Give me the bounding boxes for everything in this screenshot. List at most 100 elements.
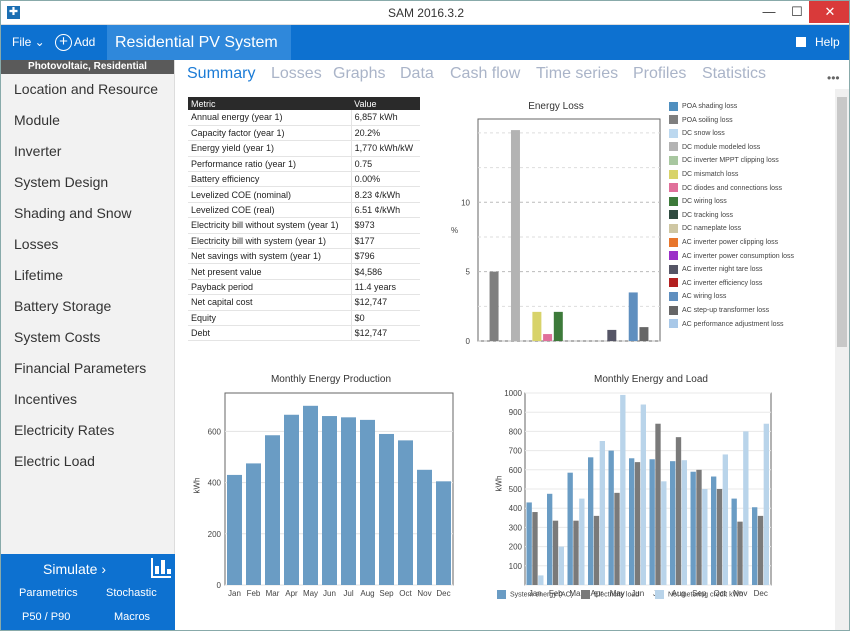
tab-time-series[interactable]: Time series bbox=[536, 65, 619, 82]
close-icon[interactable]: ✕ bbox=[809, 1, 849, 23]
energy-load-title: Monthly Energy and Load bbox=[594, 374, 708, 385]
x-tick-label: Aug bbox=[672, 589, 686, 598]
x-tick-label: Jul bbox=[343, 589, 353, 598]
x-tick-label: Jun bbox=[323, 589, 336, 598]
macros-button[interactable]: Macros bbox=[114, 611, 151, 623]
sidebar-item-system-costs[interactable]: System Costs bbox=[14, 329, 101, 345]
energy-loss-legend: POA shading loss POA soiling loss DC snow … bbox=[669, 101, 819, 341]
metric-value: 0.75 bbox=[351, 156, 420, 173]
legend-entry: AC step-up transformer loss bbox=[669, 305, 769, 317]
metric-value: $796 bbox=[351, 248, 420, 265]
x-tick-label: Jun bbox=[631, 589, 644, 598]
stochastic-button[interactable]: Stochastic bbox=[106, 587, 157, 599]
loss-bar bbox=[553, 311, 563, 341]
series-bar bbox=[588, 457, 594, 585]
table-row: Battery efficiency 0.00% bbox=[188, 171, 420, 188]
sidebar-item-electricity-rates[interactable]: Electricity Rates bbox=[14, 422, 115, 438]
y-tick-label: 5 bbox=[466, 268, 471, 277]
metric-name: Net savings with system (year 1) bbox=[188, 248, 352, 265]
scrollbar-thumb[interactable] bbox=[837, 97, 847, 347]
more-options-icon[interactable]: ••• bbox=[827, 71, 840, 85]
tab-cash-flow[interactable]: Cash flow bbox=[450, 65, 521, 82]
series-bar bbox=[702, 489, 708, 585]
sidebar-item-lifetime[interactable]: Lifetime bbox=[14, 267, 64, 283]
help-checkbox[interactable] bbox=[796, 37, 806, 47]
sidebar-item-battery-storage[interactable]: Battery Storage bbox=[14, 298, 112, 314]
metric-value: 6,857 kWh bbox=[351, 110, 420, 126]
legend-label: DC inverter MPPT clipping loss bbox=[682, 157, 779, 165]
p50-p90-button[interactable]: P50 / P90 bbox=[22, 611, 71, 623]
sidebar-item-system-design[interactable]: System Design bbox=[14, 174, 109, 190]
y-tick-label: 300 bbox=[509, 523, 523, 532]
energy-loss-title: Energy Loss bbox=[528, 101, 584, 112]
file-menu-button[interactable]: File ⌄ bbox=[12, 35, 45, 49]
series-bar bbox=[608, 450, 614, 585]
metric-name: Electricity bill without system (year 1) bbox=[188, 217, 352, 234]
metric-value: $12,747 bbox=[351, 294, 420, 311]
y-tick-label: 400 bbox=[509, 504, 523, 513]
series-bar bbox=[547, 493, 553, 585]
metric-value: 11.4 years bbox=[351, 279, 420, 296]
tab-graphs[interactable]: Graphs bbox=[333, 65, 386, 82]
sidebar-item-module[interactable]: Module bbox=[14, 112, 60, 128]
table-row: Levelized COE (real) 6.51 ¢/kWh bbox=[188, 202, 420, 219]
loss-bar bbox=[543, 334, 553, 341]
legend-label: DC tracking loss bbox=[682, 211, 733, 219]
production-bar bbox=[265, 435, 280, 585]
minimize-icon[interactable]: — bbox=[762, 4, 776, 19]
legend-entry: Electricity load bbox=[581, 590, 639, 599]
table-row: Performance ratio (year 1) 0.75 bbox=[188, 156, 420, 173]
legend-swatch bbox=[669, 264, 678, 274]
table-row: Annual energy (year 1) 6,857 kWh bbox=[188, 110, 420, 126]
y-tick-label: 600 bbox=[208, 427, 222, 436]
tab-losses[interactable]: Losses bbox=[271, 65, 322, 82]
sidebar-item-electric-load[interactable]: Electric Load bbox=[14, 453, 95, 469]
series-bar bbox=[579, 498, 585, 585]
y-tick-label: 700 bbox=[509, 447, 523, 456]
legend-swatch bbox=[581, 590, 590, 599]
legend-label: AC inverter power consumption loss bbox=[682, 252, 795, 260]
case-selector-button[interactable]: Residential PV System ⌄ bbox=[107, 25, 291, 86]
legend-entry: AC inverter power clipping loss bbox=[669, 237, 778, 249]
legend-label: DC module modeled loss bbox=[682, 143, 761, 151]
legend-swatch bbox=[669, 237, 678, 247]
sidebar-item-losses[interactable]: Losses bbox=[14, 236, 59, 252]
menu-bar: File ⌄ +Add Residential PV System ⌄ Help bbox=[1, 25, 849, 86]
tab-statistics[interactable]: Statistics bbox=[702, 65, 767, 82]
production-bar bbox=[322, 416, 337, 585]
sidebar-item-financial-parameters[interactable]: Financial Parameters bbox=[14, 360, 147, 376]
x-tick-label: Sep bbox=[692, 589, 707, 598]
metric-value: 1,770 kWh/kW bbox=[351, 140, 420, 157]
vertical-scrollbar[interactable] bbox=[835, 89, 849, 630]
x-tick-label: Nov bbox=[733, 589, 747, 598]
bar-chart-icon[interactable] bbox=[151, 558, 171, 578]
production-bar bbox=[284, 414, 299, 585]
table-row: Net capital cost $12,747 bbox=[188, 294, 420, 311]
help-button[interactable]: Help bbox=[815, 35, 840, 49]
legend-label: AC inverter night tare loss bbox=[682, 266, 763, 274]
legend-label: POA shading loss bbox=[682, 103, 738, 110]
sidebar-item-inverter[interactable]: Inverter bbox=[14, 143, 62, 159]
legend-entry: System energy (AC) bbox=[497, 590, 573, 599]
simulate-button[interactable]: Simulate › bbox=[43, 561, 107, 577]
legend-swatch bbox=[669, 156, 678, 166]
x-tick-label: Feb bbox=[247, 589, 261, 598]
parametrics-button[interactable]: Parametrics bbox=[19, 587, 78, 599]
sidebar-item-shading-and-snow[interactable]: Shading and Snow bbox=[14, 205, 132, 221]
tab-summary[interactable]: Summary bbox=[187, 65, 256, 82]
table-row: Debt $12,747 bbox=[188, 325, 420, 342]
add-button[interactable]: + Add bbox=[55, 33, 95, 53]
configuration-label[interactable]: Photovoltaic, Residential bbox=[1, 60, 174, 74]
legend-entry: DC tracking loss bbox=[669, 210, 733, 222]
maximize-icon[interactable]: ☐ bbox=[791, 4, 803, 19]
series-bar bbox=[696, 469, 702, 585]
value-header: Value bbox=[351, 97, 420, 110]
tab-data[interactable]: Data bbox=[400, 65, 434, 82]
tab-profiles[interactable]: Profiles bbox=[633, 65, 687, 82]
sidebar-item-location-and-resource[interactable]: Location and Resource bbox=[14, 81, 158, 97]
sidebar-item-incentives[interactable]: Incentives bbox=[14, 391, 78, 407]
legend-label: AC inverter efficiency loss bbox=[682, 279, 763, 287]
production-bar bbox=[341, 417, 356, 585]
legend-label: DC diodes and connections loss bbox=[682, 184, 783, 192]
y-tick-label: 200 bbox=[208, 530, 222, 539]
